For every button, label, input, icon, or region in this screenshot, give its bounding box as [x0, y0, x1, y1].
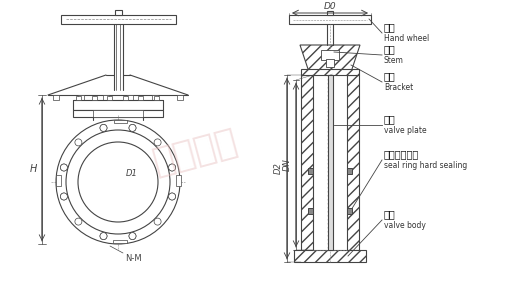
Bar	[308, 208, 313, 214]
Text: 阀板: 阀板	[384, 114, 396, 124]
Bar	[326, 59, 334, 67]
Circle shape	[100, 124, 107, 131]
Circle shape	[56, 120, 180, 244]
Bar	[60, 14, 176, 23]
Text: 手轮: 手轮	[384, 22, 396, 32]
Circle shape	[168, 164, 176, 171]
Text: Stem: Stem	[384, 56, 404, 65]
Circle shape	[154, 218, 161, 225]
Circle shape	[129, 232, 136, 240]
Bar	[347, 167, 352, 173]
Text: 川沪阀门: 川沪阀门	[149, 124, 241, 180]
Bar	[102, 95, 109, 100]
Bar	[93, 110, 143, 117]
Text: 密封圈硬密封: 密封圈硬密封	[384, 149, 419, 159]
Bar	[154, 96, 159, 100]
Bar	[53, 95, 59, 100]
Bar	[92, 96, 97, 100]
Bar	[321, 50, 339, 60]
Text: 阀杆: 阀杆	[384, 44, 396, 54]
Circle shape	[100, 232, 107, 240]
Text: D2: D2	[274, 163, 283, 174]
Circle shape	[154, 139, 161, 146]
Bar	[123, 96, 128, 100]
Text: D0: D0	[324, 2, 336, 11]
Bar	[114, 240, 127, 243]
Circle shape	[75, 139, 82, 146]
Bar	[73, 110, 163, 117]
Bar	[327, 11, 333, 15]
Circle shape	[78, 142, 158, 222]
Text: 阀体: 阀体	[384, 209, 396, 219]
Text: Hand wheel: Hand wheel	[384, 34, 429, 43]
Circle shape	[60, 193, 68, 200]
Bar	[115, 10, 121, 14]
Circle shape	[168, 164, 176, 171]
Circle shape	[60, 193, 68, 200]
Bar	[294, 250, 366, 262]
Bar	[177, 95, 183, 100]
Bar	[138, 96, 143, 100]
Circle shape	[168, 193, 176, 200]
Circle shape	[75, 218, 82, 225]
Bar	[176, 175, 181, 185]
Circle shape	[100, 232, 107, 240]
Bar	[328, 75, 332, 250]
Bar	[301, 75, 313, 250]
Bar	[347, 208, 352, 214]
Circle shape	[168, 193, 176, 200]
Circle shape	[60, 164, 68, 171]
Circle shape	[129, 232, 136, 240]
Text: valve body: valve body	[384, 221, 426, 230]
Bar	[308, 167, 313, 173]
Circle shape	[66, 130, 170, 234]
Bar	[152, 95, 158, 100]
Bar	[289, 15, 371, 24]
Bar	[107, 96, 112, 100]
Text: H: H	[30, 164, 37, 175]
Circle shape	[60, 164, 68, 171]
Text: N-M: N-M	[125, 254, 141, 263]
Bar	[301, 69, 359, 75]
Text: 支架: 支架	[384, 71, 396, 81]
Text: D1: D1	[126, 169, 138, 178]
Bar	[114, 120, 127, 123]
Text: valve plate: valve plate	[384, 126, 426, 135]
Text: seal ring hard sealing: seal ring hard sealing	[384, 161, 467, 170]
Circle shape	[129, 124, 136, 131]
Circle shape	[129, 124, 136, 131]
Bar	[78, 95, 84, 100]
Text: Bracket: Bracket	[384, 83, 413, 92]
Circle shape	[100, 124, 107, 131]
Bar	[56, 175, 61, 185]
Polygon shape	[300, 45, 360, 75]
Bar	[76, 96, 81, 100]
Bar	[127, 95, 134, 100]
Text: DN: DN	[283, 159, 292, 171]
Bar	[347, 75, 359, 250]
